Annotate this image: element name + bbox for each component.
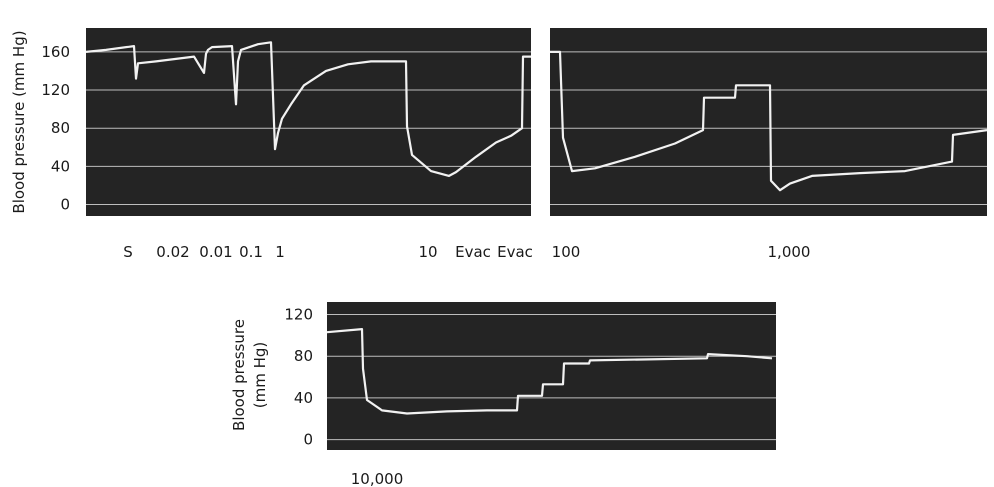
- dose-label: 1: [275, 243, 285, 261]
- dose-label: 10: [418, 243, 437, 261]
- y-tick-label: 0: [303, 431, 313, 449]
- chart-panels: [86, 28, 987, 450]
- y-tick-label: 40: [294, 389, 313, 407]
- y-tick-label: 120: [41, 81, 70, 99]
- panel-bottom-background: [327, 302, 776, 450]
- panel-middle: [550, 28, 987, 216]
- panel-left-background: [86, 28, 531, 216]
- dose-label: 1,000: [768, 243, 811, 261]
- dose-label: 0.1: [239, 243, 263, 261]
- y-tick-label: 80: [51, 119, 70, 137]
- y-axis-label-bottom-line2: (mm Hg): [251, 342, 269, 409]
- dose-label: S: [123, 243, 133, 261]
- y-axis-label: Blood pressure (mm Hg): [10, 30, 28, 213]
- y-tick-label: 120: [284, 306, 313, 324]
- y-tick-label: 0: [60, 196, 70, 214]
- y-tick-label: 80: [294, 347, 313, 365]
- y-tick-label: 160: [41, 43, 70, 61]
- panel-left: [86, 28, 531, 216]
- dose-label: 10,000: [351, 470, 404, 487]
- dose-label: 0.02: [156, 243, 189, 261]
- panel-middle-background: [550, 28, 987, 216]
- y-tick-label: 40: [51, 157, 70, 175]
- dose-label: 0.01: [199, 243, 232, 261]
- dose-label: Evac: [497, 243, 533, 261]
- dose-label: 100: [552, 243, 581, 261]
- y-axis-label-bottom-line1: Blood pressure: [230, 319, 248, 431]
- panel-bottom: [327, 302, 776, 450]
- dose-label: Evac: [455, 243, 491, 261]
